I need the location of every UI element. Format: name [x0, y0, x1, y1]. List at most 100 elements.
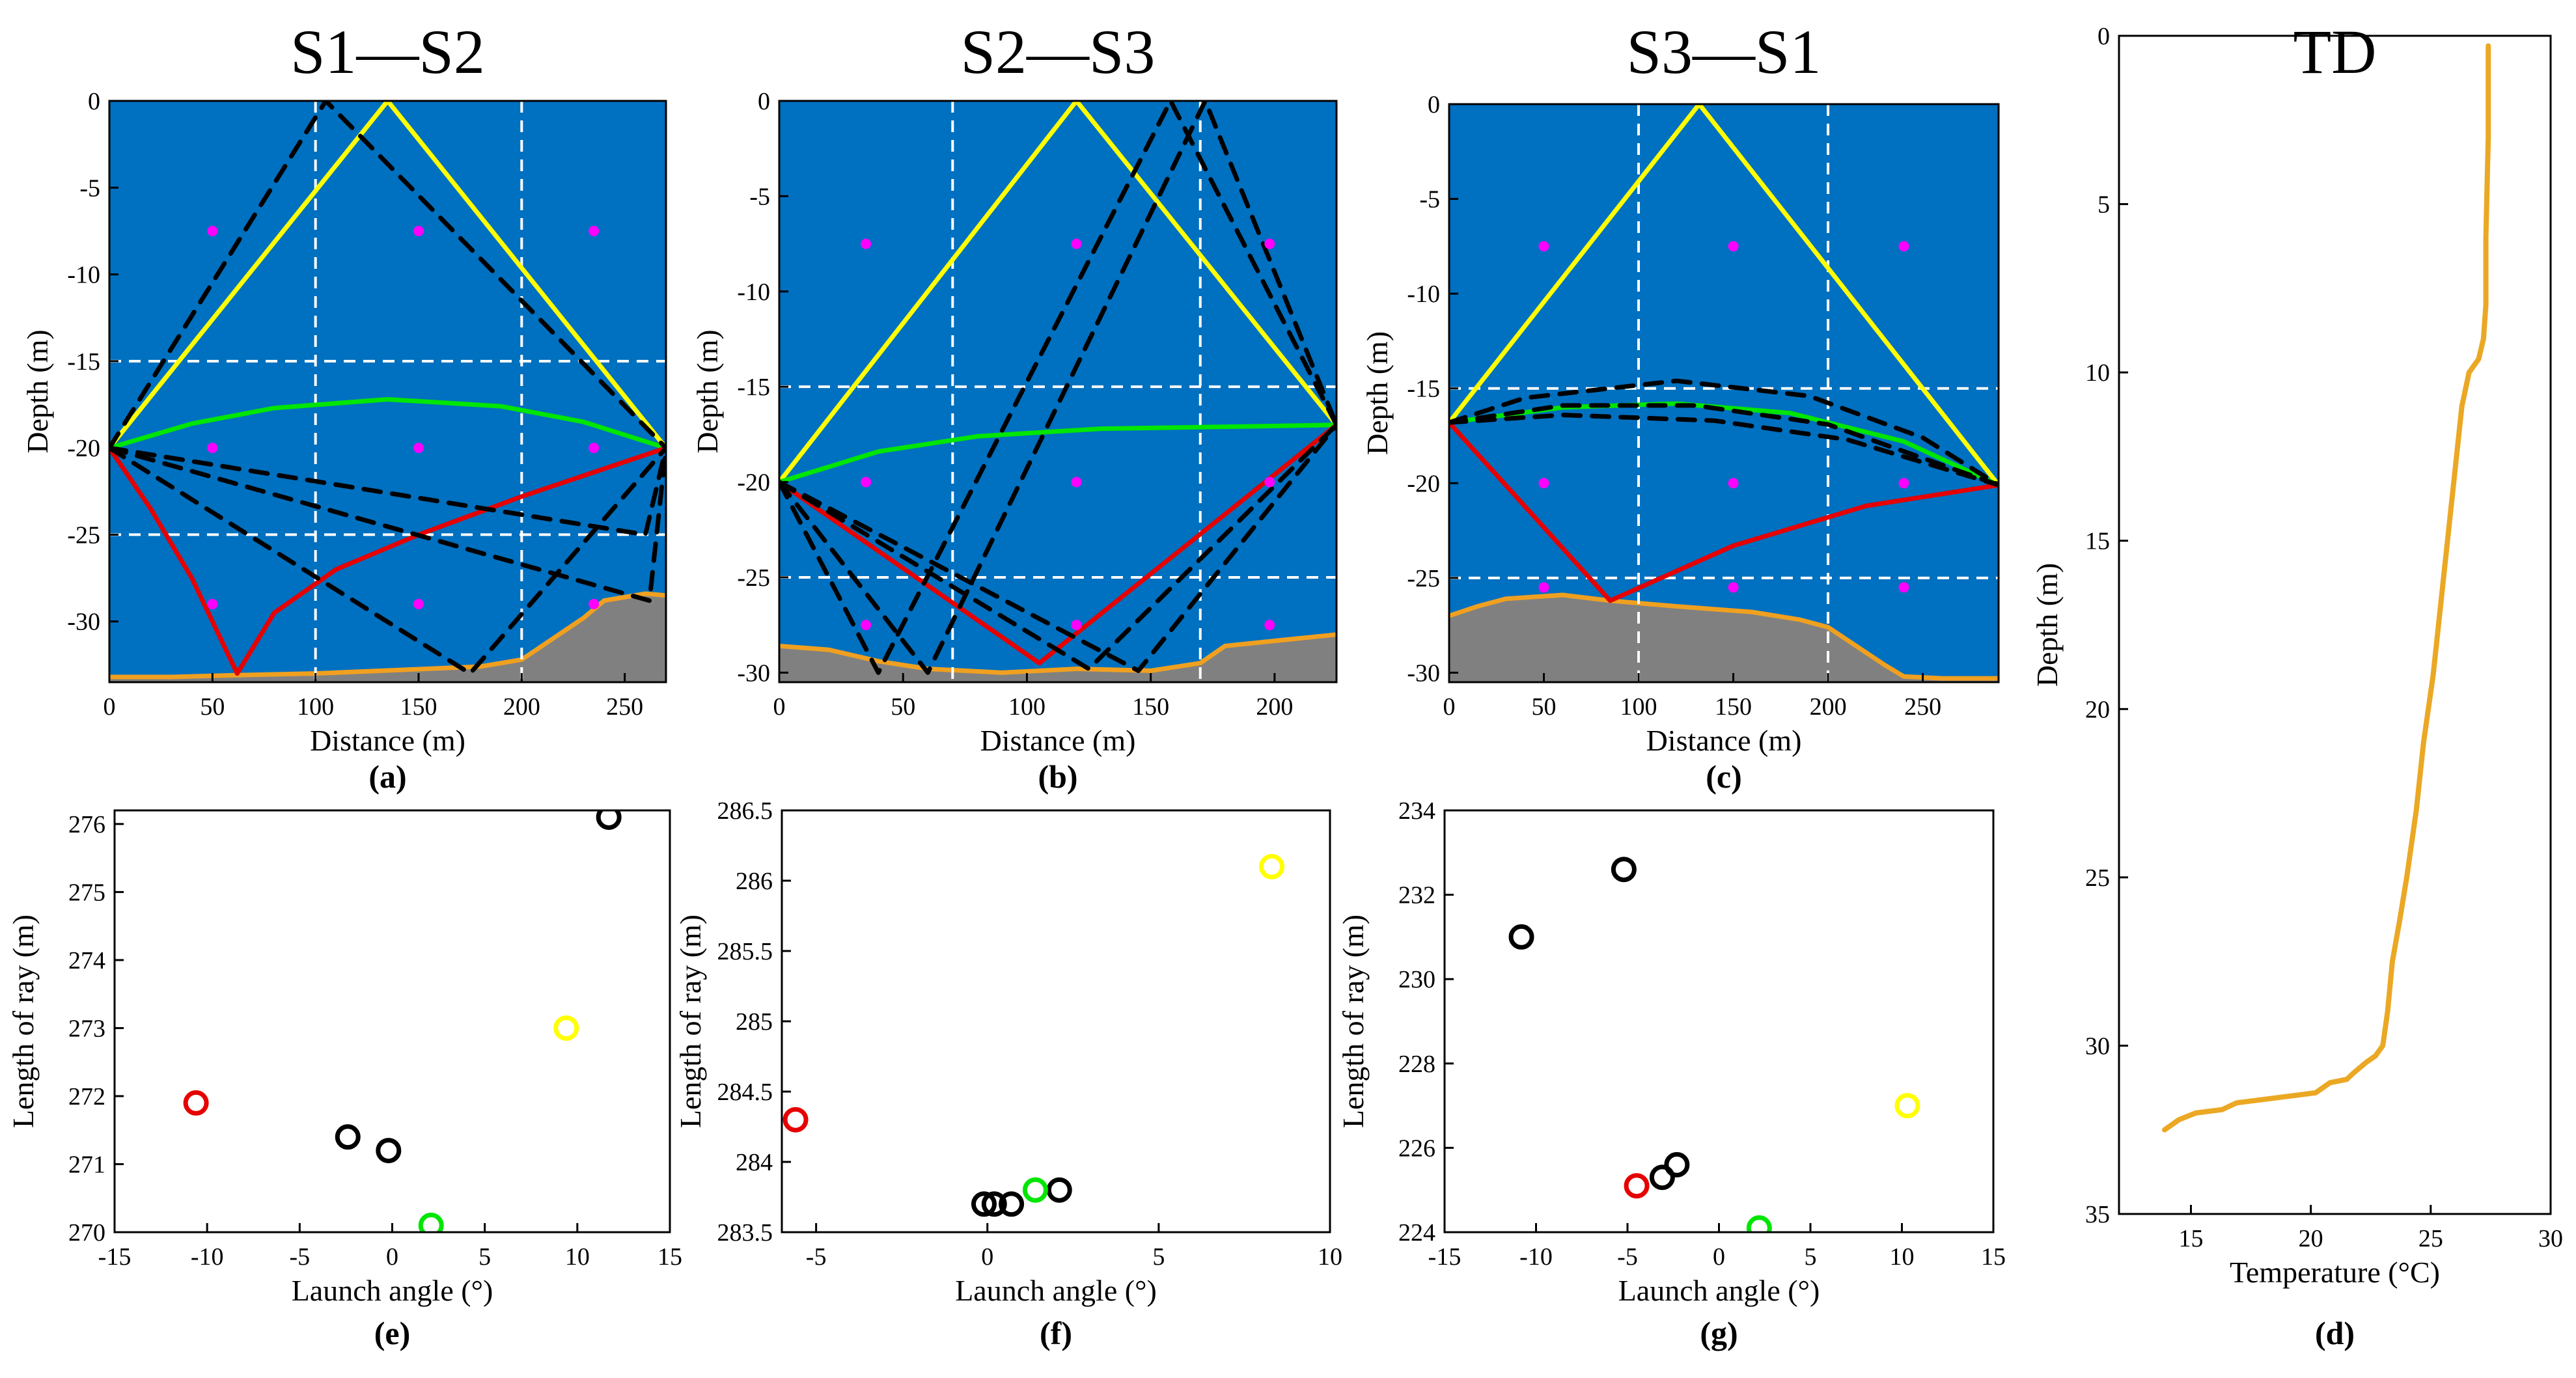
- grid-node-point: [1898, 478, 1909, 489]
- x-tick-label: 0: [1713, 1243, 1725, 1271]
- panel-caption: (b): [1038, 758, 1077, 795]
- plot-content: [183, 810, 622, 1232]
- ray-dashed: [1449, 412, 1999, 488]
- ray-line: [1449, 104, 1999, 488]
- y-tick-label: 228: [1398, 1051, 1435, 1078]
- x-axis-label: Launch angle (°): [955, 1274, 1157, 1307]
- x-tick-label: 15: [2179, 1225, 2204, 1252]
- x-axis-label: Distance (m): [980, 724, 1136, 757]
- ray-line: [2161, 43, 2491, 1133]
- axes-box: [108, 100, 667, 683]
- y-tick-label: 272: [68, 1083, 105, 1110]
- panel-caption: (g): [1700, 1315, 1738, 1351]
- scatter-point: [1649, 1164, 1675, 1191]
- y-tick-label: 226: [1398, 1135, 1435, 1162]
- x-tick-label: 20: [2299, 1225, 2323, 1252]
- grid-node-point: [207, 443, 218, 454]
- x-axis-label: Distance (m): [1646, 724, 1802, 757]
- y-tick-label: 283.5: [717, 1219, 773, 1247]
- y-tick-label: 234: [1398, 797, 1435, 825]
- ray-dashed: [1449, 403, 1999, 488]
- ray-line: [109, 101, 666, 450]
- panel-title: S1—S2: [290, 17, 485, 87]
- x-tick-label: -5: [1617, 1243, 1638, 1271]
- grid-node-point: [589, 443, 600, 454]
- grid-node-point: [1728, 241, 1739, 252]
- ray-dashed: [779, 422, 1336, 672]
- ray-line: [779, 422, 1336, 485]
- x-tick-label: 0: [981, 1243, 993, 1271]
- grid-node-point: [1264, 238, 1275, 249]
- x-tick-label: 50: [200, 693, 225, 721]
- grid-node-point: [1898, 582, 1909, 593]
- plot-content: [1449, 104, 1999, 682]
- y-tick-label: 275: [68, 879, 105, 906]
- y-axis-label: Length of ray (m): [7, 915, 40, 1128]
- y-tick-label: -5: [1419, 186, 1440, 214]
- scatter-point: [1746, 1215, 1772, 1232]
- grid-node-point: [1538, 582, 1549, 593]
- y-tick-label: -30: [737, 659, 770, 687]
- x-tick-label: 200: [1256, 693, 1293, 721]
- axes-box: [778, 100, 1338, 683]
- panel-f: -5 0 5 10 283.5 284 284.5 285 285.5 286 286.5 Launc…: [674, 797, 1342, 1351]
- scatter-point: [183, 1090, 209, 1116]
- y-axis-label: Depth (m): [21, 329, 54, 453]
- panel-caption: (a): [368, 758, 406, 795]
- x-tick-label: 0: [773, 693, 786, 721]
- grid-node-point: [413, 599, 424, 610]
- ray-dashed: [109, 445, 666, 676]
- axes-box: [1448, 103, 2000, 683]
- x-tick-label: -5: [290, 1243, 311, 1271]
- grid-node-point: [1538, 241, 1549, 252]
- y-tick-label: 0: [88, 88, 100, 115]
- plot-area: [782, 810, 1330, 1232]
- x-tick-label: 5: [1152, 1243, 1165, 1271]
- y-axis-label: Depth (m): [691, 329, 724, 453]
- x-tick-label: 25: [2418, 1225, 2443, 1252]
- x-tick-label: -15: [1428, 1243, 1461, 1271]
- y-tick-label: -5: [79, 174, 100, 202]
- panels: 0 50 100 150 200 2500-5-10-15-20-25-30Distanc…: [7, 17, 2563, 1351]
- plot-content: [782, 853, 1285, 1217]
- y-tick-label: 276: [68, 811, 105, 838]
- ray-dashed: [109, 445, 666, 603]
- x-tick-label: 0: [386, 1243, 398, 1271]
- panel-g: -15 -10 -5 0 5 10 15 224 226 228 230 232 234 Launch a…: [1336, 797, 2006, 1351]
- panel-b: 0 50 100 150 200 0 -5 -10 -15 -20 -25 -30 Distance (…: [691, 17, 1338, 795]
- panel-a: 0 50 100 150 200 250 0 -5 -10 -15 -20 -25 -30 Distanc…: [21, 17, 667, 795]
- scatter-point: [1046, 1177, 1072, 1203]
- y-tick-label: 285: [736, 1008, 773, 1036]
- scatter-point: [971, 1191, 997, 1217]
- scatter-point: [1624, 1173, 1650, 1199]
- scatter-point: [1664, 1151, 1690, 1178]
- y-tick-label: 270: [68, 1219, 105, 1247]
- x-tick-label: 15: [658, 1243, 682, 1271]
- x-tick-label: 250: [606, 693, 643, 721]
- y-tick-label: 273: [68, 1015, 105, 1042]
- panel-title: S3—S1: [1627, 17, 1821, 87]
- x-tick-label: 100: [297, 693, 334, 721]
- grid-node-point: [1071, 238, 1082, 249]
- ray-line: [779, 101, 1336, 485]
- x-tick-label: 200: [1810, 693, 1847, 721]
- plot-content: [779, 101, 1336, 682]
- panel-caption: (e): [374, 1315, 411, 1351]
- y-tick-label: 232: [1398, 882, 1435, 909]
- y-tick-label: 274: [68, 947, 105, 974]
- y-tick-label: 285.5: [717, 938, 773, 965]
- plot-area: [1445, 810, 1993, 1232]
- x-tick-label: 50: [1532, 693, 1557, 721]
- ray-dashed: [779, 422, 1336, 673]
- y-tick-label: -10: [737, 279, 770, 306]
- panel-caption: (f): [1040, 1315, 1072, 1351]
- ray-dashed: [109, 445, 666, 537]
- scatter-point: [1611, 857, 1637, 883]
- grid-node-point: [589, 225, 600, 236]
- seabed-area: [779, 634, 1336, 682]
- x-tick-label: 0: [104, 693, 116, 721]
- y-tick-label: 5: [2098, 191, 2110, 219]
- ray-dashed: [109, 101, 666, 450]
- x-tick-label: 10: [565, 1243, 590, 1271]
